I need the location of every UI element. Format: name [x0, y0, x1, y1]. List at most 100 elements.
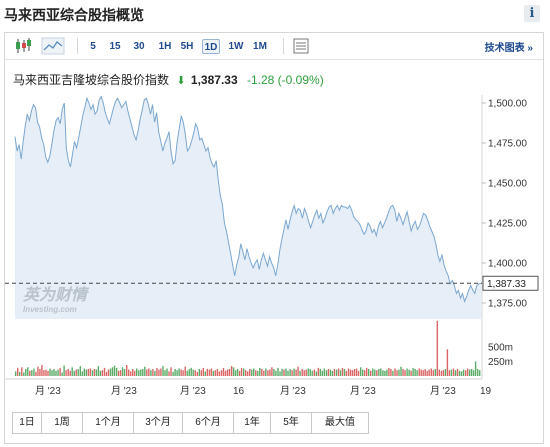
volume-bar [59, 367, 61, 376]
volume-bar [240, 367, 243, 376]
volume-bar [464, 370, 467, 376]
volume-bar [138, 370, 140, 376]
volume-bar [210, 368, 213, 376]
candlestick-icon[interactable] [13, 37, 33, 55]
range-button[interactable]: 1年 [233, 412, 271, 434]
price-area [15, 96, 481, 319]
volume-bar [331, 370, 334, 376]
timeframe-button[interactable]: 30 [133, 41, 145, 52]
range-button[interactable]: 5年 [270, 412, 312, 434]
volume-bar [341, 367, 344, 376]
volume-bar [474, 361, 477, 376]
volume-bar [362, 369, 364, 376]
price-chart[interactable]: 1,500.00 1,475.00 1,450.00 1,425.00 1,400.00… [5, 91, 543, 409]
last-price-box [482, 275, 539, 291]
volume-bar [436, 320, 439, 376]
volume-bar [43, 370, 45, 376]
volume-bar [442, 370, 445, 376]
tech-chart-link[interactable]: 技术图表 » [484, 43, 533, 54]
range-button[interactable]: 3个月 [133, 412, 183, 434]
volume-bar [39, 369, 41, 376]
volume-bar [166, 368, 168, 376]
volume-bar [277, 367, 279, 376]
volume-bar [79, 366, 82, 376]
volume-bar [333, 369, 336, 376]
volume-bar [111, 367, 114, 376]
timeframe-button[interactable]: 5 [90, 41, 96, 52]
volume-bar [404, 370, 406, 376]
volume-bar [152, 369, 154, 376]
volume-bar [222, 367, 225, 376]
volume-bar [378, 369, 380, 376]
info-icon[interactable]: i [524, 5, 540, 22]
volume-bar [188, 369, 190, 376]
volume-bar [228, 369, 231, 376]
volume-bar [454, 370, 457, 376]
volume-bar [49, 368, 51, 376]
volume-bar [37, 366, 39, 376]
volume-bar [376, 370, 378, 376]
volume-bar [206, 369, 209, 376]
volume-bar [265, 368, 267, 376]
timeframe-button[interactable]: 1D [202, 39, 220, 54]
range-button[interactable]: 1日 [12, 412, 42, 434]
volume-bar [103, 367, 106, 376]
volume-bar [448, 370, 451, 376]
volume-bar [57, 369, 59, 376]
volume-bar [35, 371, 37, 376]
area-chart-icon[interactable] [41, 37, 65, 55]
volume-bar [374, 369, 376, 376]
volume-bar [67, 369, 69, 376]
timeframe-button[interactable]: 15 [109, 41, 121, 52]
volume-bar [291, 370, 293, 376]
volume-bar [293, 368, 295, 376]
volume-bar [392, 370, 394, 376]
volume-bar [119, 370, 122, 376]
volume-bar [345, 370, 348, 376]
volume-bar [384, 370, 386, 376]
volume-bar [400, 366, 402, 376]
volume-bar [176, 370, 178, 376]
volume-bar [168, 371, 170, 376]
volume-bar [257, 370, 259, 376]
timeframe-button[interactable]: 1H [158, 41, 172, 52]
volume-bar [301, 369, 303, 376]
volume-bar [134, 370, 136, 376]
volume-bar [261, 369, 263, 376]
range-button[interactable]: 6个月 [182, 412, 234, 434]
volume-bar [440, 370, 443, 376]
chart-widget: 5 15 30 1H 5H 1D 1W 1M 技术图表 » 马来西亚吉隆坡综合股价指数 ⬇ 1… [4, 32, 544, 444]
range-button[interactable]: 1周 [41, 412, 83, 434]
volume-bar [299, 370, 301, 376]
volume-bar [456, 369, 459, 376]
timeframe-button[interactable]: 1M [253, 41, 267, 52]
volume-bar [232, 367, 235, 376]
x-tick-label: 月 '23 [280, 385, 306, 397]
volume-bar [317, 367, 320, 376]
volume-bar [174, 369, 176, 376]
toolbar-separator [77, 38, 78, 54]
range-button[interactable]: 最大值 [311, 412, 369, 434]
volume-bar [55, 370, 57, 376]
volume-bar [460, 371, 463, 376]
volume-tick-label: 250m [488, 357, 513, 368]
volume-bar [269, 369, 271, 376]
volume-bar [105, 371, 108, 376]
x-tick-label: 16 [233, 386, 245, 397]
volume-bar [366, 367, 368, 376]
volume-bar [368, 369, 370, 376]
volume-bar [360, 367, 362, 376]
volume-bar [307, 368, 309, 376]
volume-bar [194, 370, 196, 376]
page-title: 马来西亚综合股指概览 [4, 7, 144, 23]
range-button[interactable]: 1个月 [82, 412, 134, 434]
volume-bar [91, 370, 94, 376]
volume-bar [140, 369, 142, 376]
volume-bar [370, 370, 372, 376]
volume-bar [75, 369, 77, 376]
volume-bar [182, 370, 184, 376]
timeframe-button[interactable]: 5H [180, 41, 194, 52]
table-icon[interactable] [291, 37, 311, 55]
volume-bar [164, 370, 166, 376]
timeframe-button[interactable]: 1W [228, 41, 244, 52]
